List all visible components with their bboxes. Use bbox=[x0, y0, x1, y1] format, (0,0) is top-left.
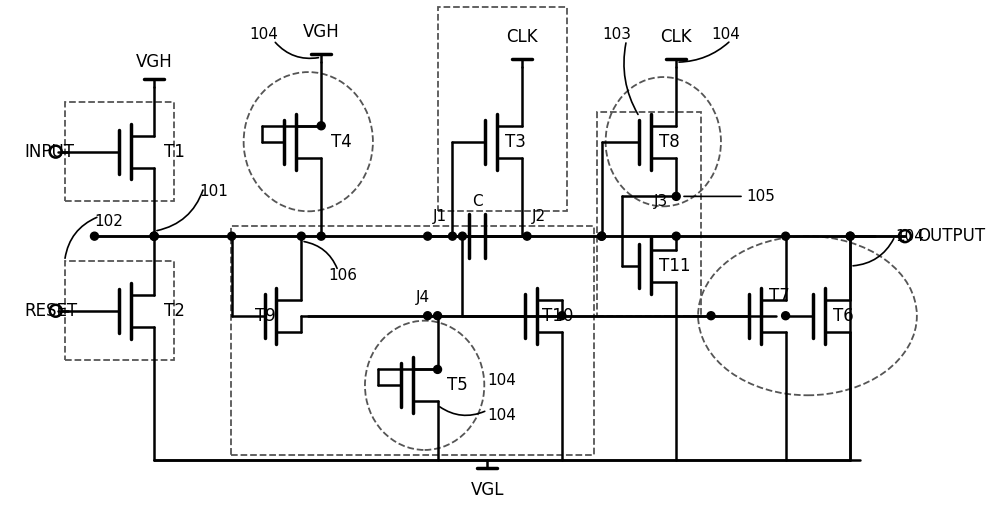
Circle shape bbox=[782, 312, 790, 320]
Text: 101: 101 bbox=[199, 184, 228, 199]
Text: J4: J4 bbox=[416, 290, 430, 305]
Circle shape bbox=[434, 365, 442, 373]
Circle shape bbox=[150, 232, 158, 240]
Text: CLK: CLK bbox=[506, 28, 538, 46]
Text: 104: 104 bbox=[249, 27, 278, 42]
Circle shape bbox=[672, 232, 680, 240]
Bar bbox=[231, 226, 594, 455]
Bar bbox=[65, 102, 174, 201]
Text: T5: T5 bbox=[447, 376, 468, 395]
Circle shape bbox=[434, 312, 442, 320]
Circle shape bbox=[150, 232, 158, 240]
Bar bbox=[438, 7, 567, 211]
Circle shape bbox=[90, 232, 98, 240]
Text: OUTPUT: OUTPUT bbox=[917, 227, 985, 245]
Text: T9: T9 bbox=[255, 307, 275, 325]
Text: T7: T7 bbox=[769, 287, 789, 305]
Circle shape bbox=[424, 232, 432, 240]
Text: J1: J1 bbox=[433, 209, 447, 224]
Circle shape bbox=[523, 232, 531, 240]
Text: VGL: VGL bbox=[471, 481, 504, 499]
Circle shape bbox=[672, 192, 680, 200]
Bar bbox=[597, 112, 701, 316]
Text: VGH: VGH bbox=[303, 23, 340, 41]
Text: 102: 102 bbox=[94, 214, 123, 229]
Text: 104: 104 bbox=[487, 373, 516, 388]
Text: VGH: VGH bbox=[136, 53, 173, 71]
Text: T10: T10 bbox=[542, 307, 573, 325]
Bar bbox=[65, 261, 174, 361]
Text: 104: 104 bbox=[487, 408, 516, 423]
Text: T2: T2 bbox=[164, 302, 184, 320]
Circle shape bbox=[846, 232, 854, 240]
Text: T3: T3 bbox=[505, 133, 526, 151]
Circle shape bbox=[317, 122, 325, 130]
Text: J3: J3 bbox=[654, 194, 668, 209]
Circle shape bbox=[598, 232, 606, 240]
Circle shape bbox=[846, 232, 854, 240]
Text: T11: T11 bbox=[659, 257, 691, 275]
Text: INPUT: INPUT bbox=[25, 143, 75, 161]
Text: T1: T1 bbox=[164, 143, 184, 161]
Circle shape bbox=[598, 232, 606, 240]
Circle shape bbox=[228, 232, 236, 240]
Text: CLK: CLK bbox=[660, 28, 692, 46]
Circle shape bbox=[150, 232, 158, 240]
Circle shape bbox=[424, 312, 432, 320]
Text: T8: T8 bbox=[659, 133, 680, 151]
Circle shape bbox=[558, 312, 566, 320]
Text: 106: 106 bbox=[328, 269, 357, 284]
Circle shape bbox=[317, 232, 325, 240]
Text: 104: 104 bbox=[712, 27, 740, 42]
Circle shape bbox=[707, 312, 715, 320]
Text: C: C bbox=[472, 194, 483, 209]
Text: 103: 103 bbox=[602, 27, 631, 42]
Circle shape bbox=[448, 232, 456, 240]
Text: RESET: RESET bbox=[25, 302, 78, 320]
Circle shape bbox=[297, 232, 305, 240]
Text: J2: J2 bbox=[532, 209, 546, 224]
Text: 104: 104 bbox=[895, 229, 924, 244]
Text: T4: T4 bbox=[331, 133, 351, 151]
Text: 105: 105 bbox=[746, 189, 775, 204]
Circle shape bbox=[458, 232, 466, 240]
Text: T6: T6 bbox=[833, 307, 854, 325]
Circle shape bbox=[782, 232, 790, 240]
